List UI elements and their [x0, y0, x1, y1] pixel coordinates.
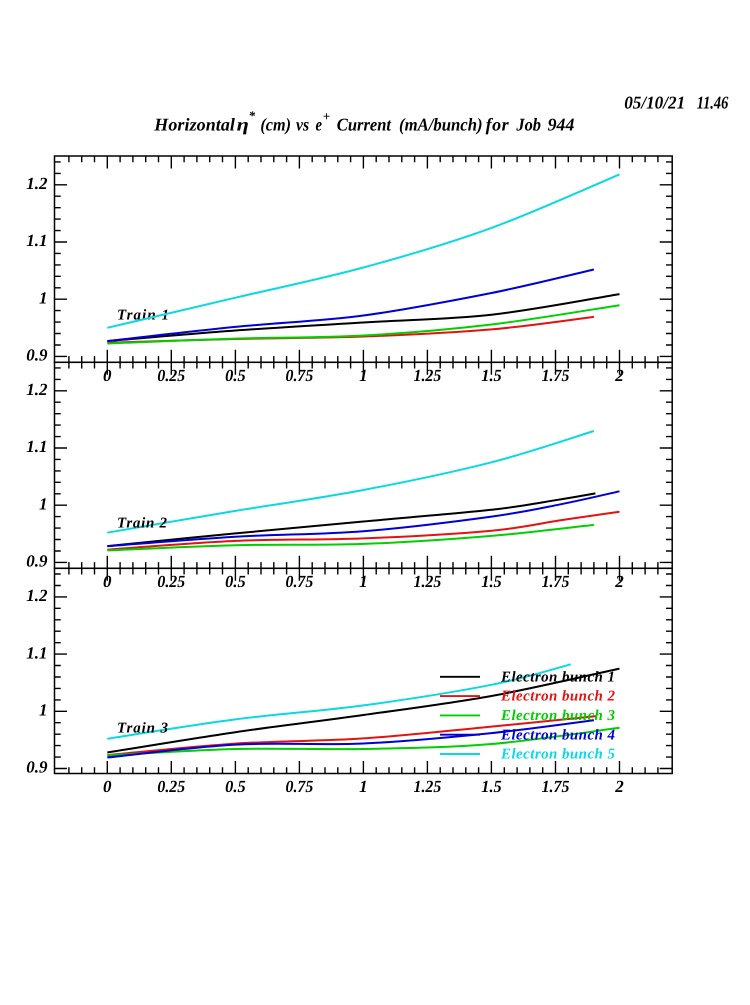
svg-text:1: 1 — [359, 366, 368, 385]
svg-text:Electron bunch 4: Electron bunch 4 — [500, 727, 616, 743]
svg-text:0.9: 0.9 — [26, 552, 48, 571]
svg-text:0.5: 0.5 — [225, 572, 246, 591]
svg-text:1.2: 1.2 — [26, 174, 48, 193]
svg-text:1.75: 1.75 — [542, 572, 570, 591]
svg-text:0.75: 0.75 — [286, 572, 314, 591]
svg-text:0: 0 — [103, 572, 112, 591]
svg-text:Train 1: Train 1 — [117, 308, 169, 324]
svg-text:944: 944 — [548, 115, 575, 135]
svg-text:(cm): (cm) — [260, 115, 291, 135]
svg-text:0.25: 0.25 — [157, 572, 185, 591]
svg-text:vs: vs — [296, 115, 309, 135]
svg-text:11.46: 11.46 — [697, 92, 729, 112]
svg-text:1.2: 1.2 — [26, 586, 48, 605]
svg-text:0.25: 0.25 — [157, 777, 185, 796]
svg-text:05/10/21: 05/10/21 — [624, 92, 685, 112]
svg-text:η: η — [237, 115, 249, 135]
svg-text:0.5: 0.5 — [225, 366, 246, 385]
svg-text:1.25: 1.25 — [414, 366, 442, 385]
svg-text:0.9: 0.9 — [26, 758, 48, 777]
svg-text:Train 2: Train 2 — [117, 516, 168, 532]
svg-text:1.1: 1.1 — [26, 643, 47, 662]
svg-text:+: + — [323, 109, 330, 124]
svg-text:1.75: 1.75 — [542, 366, 570, 385]
svg-text:Job: Job — [515, 115, 541, 135]
svg-text:1.5: 1.5 — [481, 366, 502, 385]
svg-text:e: e — [316, 115, 323, 135]
svg-text:1.5: 1.5 — [481, 777, 502, 796]
svg-text:2: 2 — [614, 366, 624, 385]
svg-text:0.75: 0.75 — [286, 777, 314, 796]
svg-text:1.5: 1.5 — [481, 572, 502, 591]
svg-text:Electron bunch 5: Electron bunch 5 — [500, 747, 616, 763]
svg-text:0.25: 0.25 — [157, 366, 185, 385]
svg-text:1: 1 — [39, 701, 48, 720]
svg-text:2: 2 — [614, 777, 624, 796]
svg-text:1.1: 1.1 — [26, 437, 47, 456]
svg-text:*: * — [249, 108, 256, 123]
svg-text:1.25: 1.25 — [414, 777, 442, 796]
svg-text:0: 0 — [103, 777, 112, 796]
svg-text:0.9: 0.9 — [26, 346, 48, 365]
svg-text:1.1: 1.1 — [26, 231, 47, 250]
svg-text:2: 2 — [614, 572, 624, 591]
svg-text:(mA/bunch): (mA/bunch) — [399, 115, 483, 135]
svg-text:Train 3: Train 3 — [117, 721, 169, 737]
svg-text:Electron bunch 1: Electron bunch 1 — [500, 669, 615, 685]
svg-text:Horizontal: Horizontal — [153, 115, 235, 135]
svg-text:0: 0 — [103, 366, 112, 385]
svg-text:0.5: 0.5 — [225, 777, 246, 796]
svg-text:Current: Current — [337, 115, 392, 135]
svg-text:1: 1 — [359, 777, 368, 796]
svg-text:0.75: 0.75 — [286, 366, 314, 385]
svg-text:1: 1 — [359, 572, 368, 591]
svg-text:1.2: 1.2 — [26, 380, 48, 399]
svg-text:1.75: 1.75 — [542, 777, 570, 796]
svg-text:Electron bunch 2: Electron bunch 2 — [500, 689, 616, 705]
svg-text:1: 1 — [39, 494, 48, 513]
svg-text:for: for — [486, 115, 510, 135]
svg-text:1: 1 — [39, 288, 48, 307]
svg-text:Electron bunch 3: Electron bunch 3 — [500, 708, 616, 724]
svg-text:1.25: 1.25 — [414, 572, 442, 591]
